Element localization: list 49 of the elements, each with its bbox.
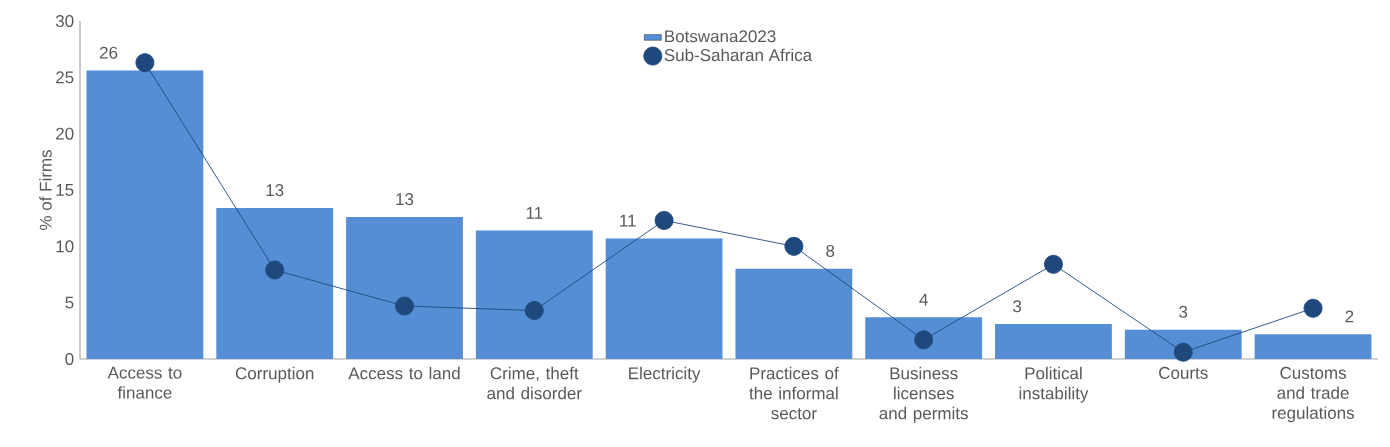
data-label: 11 [526, 206, 543, 219]
x-tick-label: Corruption [235, 366, 314, 383]
bar [216, 208, 334, 359]
bar [346, 217, 463, 359]
y-tick-label: 30 [55, 14, 74, 28]
legend-label: Sub-Saharan Africa [664, 48, 813, 62]
point [524, 301, 544, 320]
y-tick-label: 0 [65, 352, 74, 366]
bar [735, 268, 853, 359]
point [1173, 342, 1193, 362]
y-tick-label: 5 [65, 296, 74, 309]
bar [865, 317, 983, 359]
data-label: 3 [1013, 300, 1022, 313]
point [135, 53, 155, 73]
data-label: 11 [620, 214, 636, 227]
bar [86, 70, 204, 359]
bar [995, 324, 1112, 359]
data-label: 8 [826, 244, 835, 257]
x-tick-label: Access to land [348, 366, 460, 380]
y-axis-title: % of Firms [39, 150, 52, 230]
x-tick-label: Customs and trade regulations [1272, 366, 1354, 423]
x-tick-label: Electricity [629, 366, 701, 383]
bar [1254, 334, 1372, 359]
x-tick-label: Business licenses and permits [879, 366, 968, 423]
x-tick-label: Practices of the informal sector [749, 366, 839, 420]
y-tick-label: 20 [56, 127, 74, 140]
data-label: 3 [1179, 305, 1188, 318]
data-label: 4 [919, 293, 928, 306]
x-tick-label: Access to finance [107, 366, 182, 399]
bar [605, 238, 723, 359]
point [784, 236, 804, 256]
data-label: 2 [1345, 310, 1354, 323]
data-label: 26 [99, 46, 118, 59]
point [654, 210, 674, 230]
point [265, 260, 285, 280]
data-label: 13 [396, 193, 414, 206]
data-label: 13 [266, 184, 284, 197]
point [1303, 298, 1323, 318]
x-tick-label: Courts [1159, 366, 1208, 379]
y-tick-label: 10 [56, 240, 74, 253]
point [914, 330, 934, 350]
y-tick-label: 15 [56, 184, 74, 196]
x-tick-label: Political instability [1019, 366, 1089, 403]
point [395, 296, 414, 316]
point [1044, 254, 1063, 274]
x-tick-label: Crime, theft and disorder [487, 366, 582, 400]
bar [475, 230, 593, 359]
y-tick-label: 25 [56, 71, 74, 84]
legend-label: Botswana2023 [665, 30, 776, 43]
